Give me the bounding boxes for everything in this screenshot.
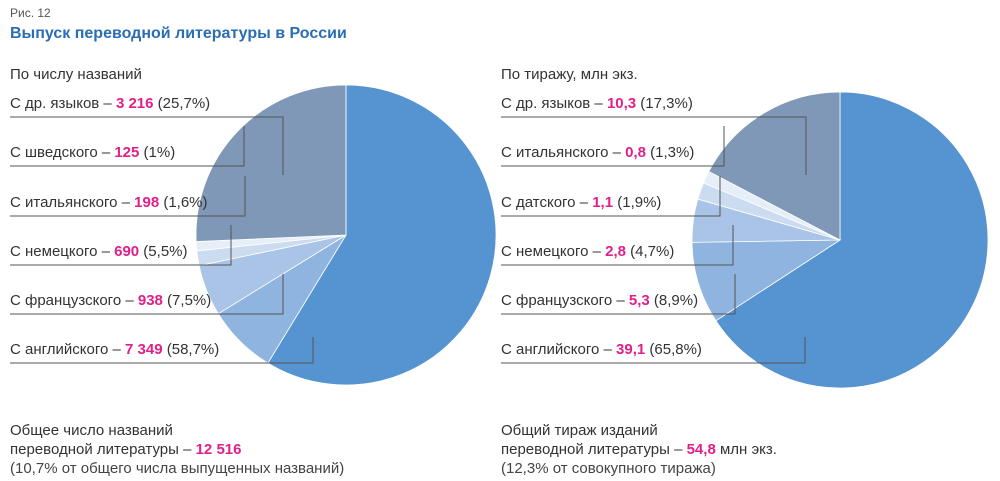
left-leader-3 (10, 176, 246, 217)
right-slice-5 (708, 91, 841, 241)
left-label-1: С французского – 938 (7,5%) (10, 292, 211, 309)
left-leader-0 (10, 337, 314, 364)
right-label-5: С др. языков – 10,3 (17,3%) (501, 95, 693, 112)
pie-chart-circulation (691, 91, 989, 389)
right-panel-title: По тиражу, млн экз. (501, 66, 638, 83)
left-label-2-value: 690 (114, 243, 140, 260)
right-label-2-percent: (4,7%) (625, 243, 675, 260)
left-total-value: 12 516 (195, 441, 242, 458)
left-label-3-percent: (1,6%) (159, 194, 208, 211)
right-label-0: С английского – 39,1 (65,8%) (501, 341, 702, 358)
left-label-5-percent: (25,7%) (153, 95, 211, 112)
right-label-0-percent: (65,8%) (645, 341, 702, 358)
left-leader-1 (10, 274, 284, 315)
left-label-2-percent: (5,5%) (139, 243, 188, 260)
right-slice-0 (715, 91, 989, 389)
right-label-3-value: 1,1 (592, 194, 614, 211)
right-total-line2: переводной литературы – 54,8 млн экз. (501, 441, 777, 458)
left-label-4-percent: (1%) (139, 144, 176, 161)
left-label-3-lang: С итальянского – (10, 194, 135, 211)
left-label-1-value: 938 (137, 292, 163, 309)
right-label-4-percent: (1,3%) (646, 144, 695, 161)
left-label-5-lang: С др. языков – (10, 95, 116, 112)
right-leader-2 (501, 225, 734, 266)
left-label-4: С шведского – 125 (1%) (10, 144, 175, 161)
left-label-2-lang: С немецкого – (10, 243, 115, 260)
left-leader-5 (10, 116, 284, 175)
left-label-3: С итальянского – 198 (1,6%) (10, 194, 208, 211)
right-leader-5 (501, 116, 807, 175)
right-label-5-lang: С др. языков – (501, 95, 607, 112)
left-leader-2 (10, 225, 232, 266)
left-label-0-lang: С английского – (10, 341, 126, 358)
left-total-line1: Общее число названий (10, 422, 173, 439)
left-label-3-value: 198 (134, 194, 160, 211)
left-leader-4 (10, 126, 245, 167)
leader-lines (10, 116, 807, 364)
left-label-4-value: 125 (114, 144, 140, 161)
right-total-note: (12,3% от совокупного тиража) (501, 460, 716, 477)
right-label-5-percent: (17,3%) (636, 95, 693, 112)
left-total: Общее число названий переводной литерату… (10, 421, 344, 478)
right-slice-1 (691, 239, 842, 322)
right-label-3-percent: (1,9%) (613, 194, 662, 211)
left-label-5-value: 3 216 (115, 95, 154, 112)
right-leader-4 (501, 126, 725, 167)
right-label-1-lang: С французского – (501, 292, 629, 309)
right-total-value: 54,8 (686, 441, 716, 458)
figure-title: Выпуск переводной литературы в России (10, 25, 347, 42)
right-label-1-value: 5,3 (628, 292, 650, 309)
right-label-4-lang: С итальянского – (501, 144, 626, 161)
pie-chart-titles (195, 84, 497, 386)
right-label-1: С французского – 5,3 (8,9%) (501, 292, 698, 309)
right-label-1-percent: (8,9%) (649, 292, 699, 309)
left-slice-0 (267, 84, 497, 386)
left-panel-title: По числу названий (10, 66, 142, 83)
right-label-4: С итальянского – 0,8 (1,3%) (501, 144, 694, 161)
left-label-1-lang: С французского – (10, 292, 138, 309)
left-label-4-lang: С шведского – (10, 144, 115, 161)
figure-label: Рис. 12 (10, 6, 51, 20)
right-label-3: С датского – 1,1 (1,9%) (501, 194, 661, 211)
right-label-0-value: 39,1 (616, 341, 646, 358)
right-total: Общий тираж изданий переводной литератур… (501, 421, 777, 478)
right-label-3-lang: С датского – (501, 194, 593, 211)
right-label-5-value: 10,3 (606, 95, 637, 112)
left-label-0-percent: (58,7%) (162, 341, 220, 358)
right-label-4-value: 0,8 (625, 144, 646, 161)
left-label-0: С английского – 7 349 (58,7%) (10, 341, 219, 358)
right-leader-0 (501, 337, 806, 364)
right-label-2-lang: С немецкого – (501, 243, 606, 260)
right-leader-1 (501, 274, 736, 315)
left-total-line2: переводной литературы – 12 516 (10, 441, 242, 458)
right-leader-3 (501, 176, 721, 217)
right-label-0-lang: С английского – (501, 341, 617, 358)
left-label-0-value: 7 349 (125, 341, 163, 358)
right-total-line1: Общий тираж изданий (501, 422, 658, 439)
left-label-2: С немецкого – 690 (5,5%) (10, 243, 188, 260)
left-label-5: С др. языков – 3 216 (25,7%) (10, 95, 210, 112)
left-total-note: (10,7% от общего числа выпущенных назван… (10, 460, 345, 477)
left-slice-5 (195, 84, 347, 242)
right-label-2: С немецкого – 2,8 (4,7%) (501, 243, 674, 260)
left-label-1-percent: (7,5%) (162, 292, 212, 309)
right-label-2-value: 2,8 (605, 243, 626, 260)
